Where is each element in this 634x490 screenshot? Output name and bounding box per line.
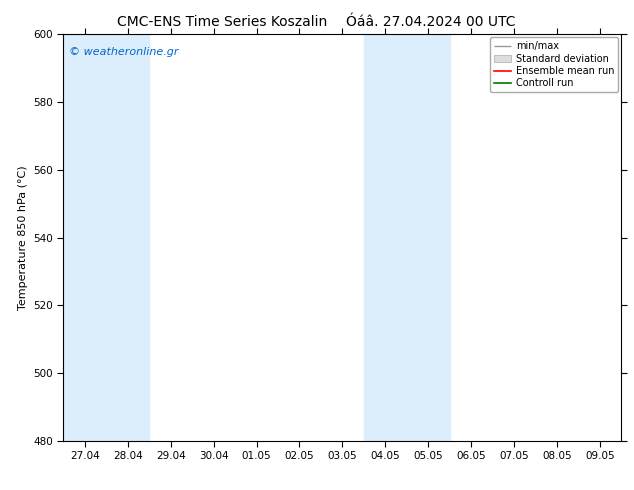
Bar bbox=[63, 34, 149, 441]
Text: Óáâ. 27.04.2024 00 UTC: Óáâ. 27.04.2024 00 UTC bbox=[346, 15, 516, 29]
Y-axis label: Temperature 850 hPa (°C): Temperature 850 hPa (°C) bbox=[18, 165, 28, 310]
Bar bbox=[364, 34, 450, 441]
Text: CMC-ENS Time Series Koszalin: CMC-ENS Time Series Koszalin bbox=[117, 15, 327, 29]
Text: © weatheronline.gr: © weatheronline.gr bbox=[69, 47, 179, 56]
Legend: min/max, Standard deviation, Ensemble mean run, Controll run: min/max, Standard deviation, Ensemble me… bbox=[489, 37, 618, 92]
